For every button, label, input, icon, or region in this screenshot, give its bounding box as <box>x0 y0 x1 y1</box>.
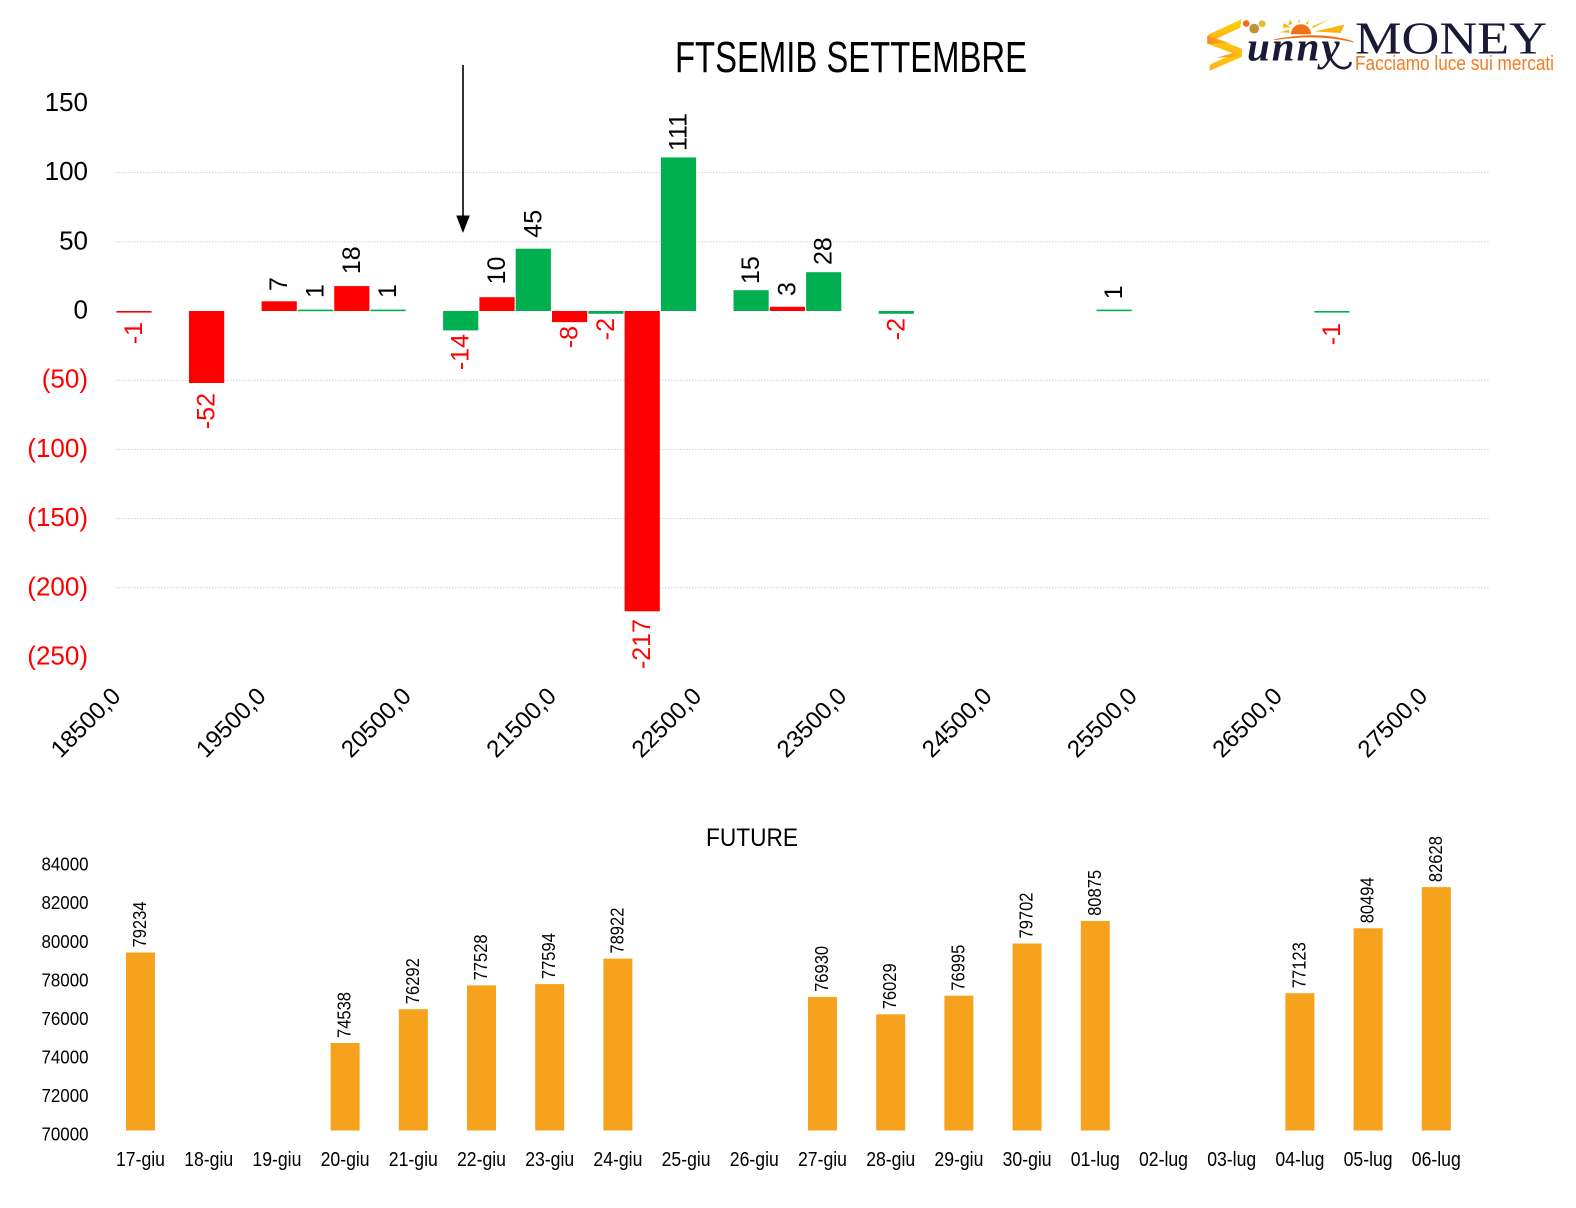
svg-text:50: 50 <box>59 225 88 255</box>
svg-text:3: 3 <box>773 282 801 296</box>
svg-text:76930: 76930 <box>811 946 832 992</box>
svg-text:79702: 79702 <box>1016 893 1037 939</box>
svg-text:111: 111 <box>665 113 693 151</box>
svg-text:10: 10 <box>483 257 511 285</box>
svg-text:29-giu: 29-giu <box>934 1149 983 1171</box>
svg-text:01-lug: 01-lug <box>1071 1149 1120 1171</box>
svg-text:-217: -217 <box>628 619 656 669</box>
svg-text:72000: 72000 <box>42 1085 89 1106</box>
svg-text:100: 100 <box>45 156 88 186</box>
svg-text:84000: 84000 <box>42 854 89 875</box>
svg-text:1: 1 <box>1100 285 1128 299</box>
svg-text:70000: 70000 <box>42 1124 89 1145</box>
svg-text:-14: -14 <box>447 334 475 370</box>
svg-text:MONEY: MONEY <box>1355 13 1547 64</box>
svg-text:-52: -52 <box>193 393 221 429</box>
svg-text:25-giu: 25-giu <box>662 1149 711 1171</box>
svg-text:79234: 79234 <box>129 902 150 948</box>
svg-text:7: 7 <box>265 277 293 291</box>
svg-text:45: 45 <box>519 210 547 238</box>
svg-text:FTSEMIB SETTEMBRE: FTSEMIB SETTEMBRE <box>675 33 1027 82</box>
svg-text:28-giu: 28-giu <box>866 1149 915 1171</box>
svg-text:03-lug: 03-lug <box>1207 1149 1256 1171</box>
svg-text:(100): (100) <box>27 433 88 463</box>
svg-text:76029: 76029 <box>879 963 900 1009</box>
svg-text:20-giu: 20-giu <box>321 1149 370 1171</box>
svg-text:05-lug: 05-lug <box>1344 1149 1393 1171</box>
svg-text:FUTURE: FUTURE <box>706 824 798 852</box>
svg-text:15: 15 <box>737 256 765 284</box>
svg-text:80875: 80875 <box>1084 870 1105 916</box>
svg-text:22-giu: 22-giu <box>457 1149 506 1171</box>
svg-text:-1: -1 <box>120 322 148 344</box>
svg-text:02-lug: 02-lug <box>1139 1149 1188 1171</box>
svg-text:30-giu: 30-giu <box>1003 1149 1052 1171</box>
svg-text:04-lug: 04-lug <box>1275 1149 1324 1171</box>
svg-text:23-giu: 23-giu <box>525 1149 574 1171</box>
svg-text:76292: 76292 <box>402 958 423 1004</box>
svg-text:0: 0 <box>74 295 88 325</box>
svg-text:(150): (150) <box>27 502 88 532</box>
svg-text:80494: 80494 <box>1357 877 1378 923</box>
svg-text:24-giu: 24-giu <box>593 1149 642 1171</box>
svg-text:-1: -1 <box>1318 323 1346 345</box>
svg-text:Facciamo luce sui mercati: Facciamo luce sui mercati <box>1355 53 1554 75</box>
svg-text:-2: -2 <box>882 318 910 340</box>
svg-text:unny: unny <box>1247 24 1342 70</box>
svg-text:28: 28 <box>810 237 838 265</box>
svg-text:76000: 76000 <box>42 1008 89 1029</box>
svg-text:74000: 74000 <box>42 1046 89 1067</box>
svg-text:27-giu: 27-giu <box>798 1149 847 1171</box>
svg-text:-2: -2 <box>592 318 620 340</box>
svg-text:18: 18 <box>338 246 366 274</box>
svg-text:76995: 76995 <box>947 945 968 991</box>
svg-text:80000: 80000 <box>42 931 89 952</box>
svg-text:(200): (200) <box>27 571 88 601</box>
svg-text:82000: 82000 <box>42 892 89 913</box>
svg-text:17-giu: 17-giu <box>116 1149 165 1171</box>
svg-text:06-lug: 06-lug <box>1412 1149 1461 1171</box>
svg-text:77528: 77528 <box>470 934 491 980</box>
svg-text:74538: 74538 <box>334 992 355 1038</box>
svg-text:77594: 77594 <box>538 933 559 979</box>
svg-text:150: 150 <box>45 87 88 117</box>
svg-text:-8: -8 <box>556 326 584 348</box>
svg-text:1: 1 <box>374 284 402 298</box>
svg-text:1: 1 <box>302 284 330 298</box>
svg-text:77123: 77123 <box>1288 942 1309 988</box>
svg-text:18-giu: 18-giu <box>184 1149 233 1171</box>
svg-text:78922: 78922 <box>606 908 627 954</box>
svg-text:(50): (50) <box>42 364 88 394</box>
svg-text:19-giu: 19-giu <box>252 1149 301 1171</box>
svg-text:78000: 78000 <box>42 969 89 990</box>
svg-text:(250): (250) <box>27 641 88 671</box>
svg-text:21-giu: 21-giu <box>389 1149 438 1171</box>
svg-text:26-giu: 26-giu <box>730 1149 779 1171</box>
svg-text:82628: 82628 <box>1425 836 1446 882</box>
